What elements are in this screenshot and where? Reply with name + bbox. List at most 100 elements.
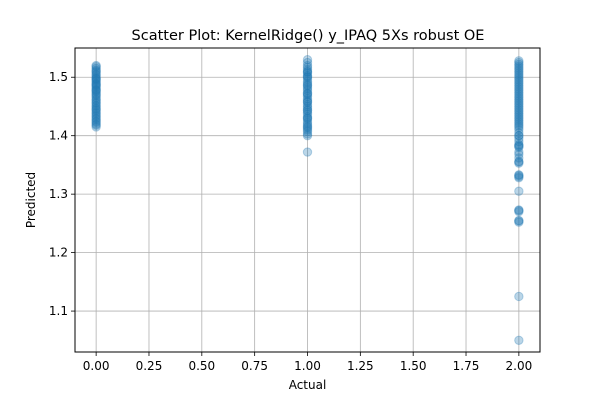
scatter-point (514, 71, 524, 82)
scatter-point (302, 97, 313, 107)
scatter-point (514, 142, 524, 153)
scatter-point (302, 57, 313, 68)
scatter-point (302, 84, 313, 94)
scatter-point (302, 105, 313, 116)
scatter-point (302, 78, 313, 88)
scatter-point (91, 69, 101, 80)
chart-title: Scatter Plot: KernelRidge() y_IPAQ 5Xs r… (132, 28, 485, 44)
scatter-point (302, 68, 313, 78)
scatter-point (302, 54, 313, 65)
x-tick-label: 1.00 (294, 359, 321, 373)
scatter-point (91, 90, 101, 100)
scatter-point (514, 130, 524, 141)
scatter-point (514, 133, 524, 144)
scatter-point (514, 186, 524, 196)
scatter-point (302, 107, 313, 118)
scatter-point (302, 95, 313, 106)
scatter-point (91, 66, 101, 77)
scatter-point (91, 85, 101, 96)
scatter-point (514, 80, 524, 91)
scatter-point (302, 88, 313, 99)
scatter-point (91, 63, 101, 74)
scatter-point (514, 57, 524, 68)
scatter-point (514, 70, 524, 80)
scatter-point (302, 113, 313, 123)
scatter-point (514, 61, 524, 71)
scatter-point (91, 120, 101, 130)
scatter-point (91, 72, 101, 82)
scatter-point (514, 173, 524, 183)
scatter-point (91, 65, 101, 75)
scatter-point (514, 205, 524, 216)
scatter-point (514, 64, 524, 75)
scatter-point (514, 128, 524, 138)
scatter-point (91, 104, 101, 115)
scatter-point (514, 96, 524, 106)
scatter-point (302, 94, 313, 104)
scatter-point (514, 291, 524, 302)
scatter-point (514, 216, 524, 226)
scatter-point (302, 111, 313, 122)
x-tick-label: 0.75 (241, 359, 268, 373)
scatter-point (302, 67, 313, 77)
scatter-point (302, 129, 313, 139)
scatter-point (514, 114, 524, 124)
scatter-point (302, 147, 313, 157)
scatter-point (91, 116, 101, 126)
scatter-point (514, 108, 524, 119)
scatter-point (91, 113, 101, 123)
scatter-point (91, 100, 101, 110)
scatter-point (91, 107, 101, 118)
scatter-point (514, 158, 524, 168)
x-tick-label: 0.00 (83, 359, 110, 373)
scatter-point (91, 98, 101, 109)
scatter-point (514, 107, 524, 117)
scatter-point (302, 70, 313, 81)
scatter-point (302, 101, 313, 112)
scatter-point (302, 97, 313, 108)
scatter-point (91, 110, 101, 120)
scatter-point (514, 91, 524, 101)
scatter-point (514, 215, 524, 226)
scatter-point (514, 110, 524, 120)
scatter-point (302, 74, 313, 84)
scatter-point (514, 125, 524, 135)
scatter-point (91, 122, 101, 132)
scatter-point (91, 119, 101, 129)
scatter-point (91, 70, 101, 81)
scatter-point (91, 84, 101, 94)
scatter-point (91, 103, 101, 113)
scatter-point (514, 87, 524, 98)
y-axis-label: Predicted (24, 172, 38, 228)
scatter-point (514, 153, 524, 163)
scatter-point (514, 75, 524, 85)
scatter-point (514, 101, 524, 112)
scatter-point (302, 115, 313, 125)
scatter-point (514, 115, 524, 126)
scatter-point (91, 80, 101, 90)
scatter-point (302, 109, 313, 119)
scatter-point (302, 85, 313, 96)
scatter-point (514, 119, 524, 129)
scatter-point (302, 126, 313, 137)
y-axis-ticks: 1.1 1.2 1.3 1.4 1.5 (49, 70, 75, 318)
scatter-point (302, 60, 313, 71)
x-axis-label: Actual (289, 378, 327, 392)
scatter-point (302, 88, 313, 98)
data-points (91, 54, 524, 346)
scatter-point (91, 114, 101, 125)
x-tick-label: 2.00 (506, 359, 533, 373)
scatter-point (514, 117, 524, 127)
scatter-point (91, 94, 101, 105)
scatter-point (514, 100, 524, 110)
x-tick-label: 0.50 (188, 359, 215, 373)
scatter-point (302, 122, 313, 132)
scatter-point (91, 91, 101, 101)
scatter-point (514, 94, 524, 105)
y-tick-label: 1.1 (49, 304, 68, 318)
scatter-point (514, 130, 524, 141)
scatter-point (514, 170, 524, 180)
y-tick-label: 1.2 (49, 246, 68, 260)
scatter-point (514, 156, 524, 167)
scatter-point (302, 121, 313, 131)
